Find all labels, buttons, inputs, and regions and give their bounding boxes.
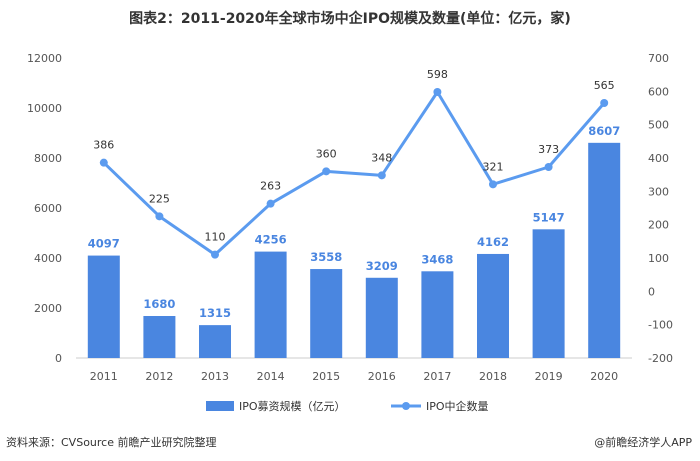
y-left-tick-label: 8000: [34, 152, 62, 165]
line-point: [322, 167, 331, 176]
line-value-label: 263: [260, 180, 281, 193]
line-series: [102, 90, 606, 257]
y-left-tick-label: 2000: [34, 302, 62, 315]
footer-source: 资料来源：CVSource 前瞻产业研究院整理: [6, 436, 217, 449]
bar: [254, 251, 287, 358]
bar-value-label: 3468: [421, 252, 453, 266]
line-point: [155, 212, 164, 221]
line-value-label: 110: [205, 231, 226, 244]
y-right-tick-label: 200: [648, 219, 669, 232]
bar-value-label: 3558: [310, 250, 342, 264]
line-point: [377, 171, 386, 180]
x-tick-label: 2013: [201, 370, 229, 383]
x-tick-label: 2017: [423, 370, 451, 383]
x-tick-label: 2012: [145, 370, 173, 383]
bar: [310, 269, 343, 358]
bar: [199, 325, 231, 358]
line-value-label: 565: [594, 79, 615, 92]
line-value-label: 373: [538, 143, 559, 156]
axes: 0 2000 4000 6000 8000 10000 12000 -200 -100 0 100 2…: [27, 52, 673, 383]
line-point: [266, 199, 275, 208]
line-point: [600, 99, 609, 107]
bar-value-label: 3209: [366, 259, 398, 273]
y-left-tick-label: 10000: [27, 102, 62, 115]
legend-bar-swatch: [206, 401, 234, 411]
x-tick-label: 2015: [312, 370, 340, 383]
y-right-tick-label: 0: [648, 285, 655, 298]
line-group: [99, 88, 609, 259]
x-tick-label: 2018: [479, 370, 507, 383]
x-tick-label: 2016: [368, 370, 396, 383]
bar: [421, 271, 454, 358]
bar: [365, 277, 398, 358]
line-value-label: 225: [149, 192, 170, 205]
line-value-label: 386: [93, 139, 114, 152]
line-value-label: 598: [427, 68, 448, 81]
bar: [477, 253, 509, 358]
y-right-tick-label: 700: [648, 52, 669, 65]
y-right-tick-label: 400: [648, 152, 669, 165]
bar: [143, 316, 176, 358]
y-right-tick-label: 100: [648, 252, 669, 265]
legend-line-marker: [402, 402, 410, 410]
bar-value-label: 8607: [588, 124, 620, 138]
line-point: [544, 163, 553, 171]
legend-bar-label: IPO募资规模（亿元）: [239, 399, 346, 413]
x-tick-label: 2011: [90, 370, 118, 383]
y-left-tick-label: 0: [55, 352, 62, 365]
line-value-label: 321: [483, 160, 504, 173]
bar-value-label: 1315: [199, 306, 231, 320]
bar: [87, 255, 120, 358]
legend: IPO募资规模（亿元） IPO中企数量: [206, 399, 489, 413]
bar-value-label: 4162: [477, 235, 509, 249]
line-point: [433, 88, 442, 96]
bar: [532, 229, 565, 358]
legend-line-label: IPO中企数量: [426, 399, 489, 413]
y-right-tick-label: 500: [648, 119, 669, 132]
bar-value-label: 4097: [88, 237, 120, 251]
x-tick-label: 2020: [590, 370, 618, 383]
chart-title: 图表2：2011-2020年全球市场中企IPO规模及数量(单位：亿元，家): [129, 11, 571, 27]
x-tick-label: 2014: [257, 370, 285, 383]
line-point: [211, 250, 219, 259]
line-value-label: 360: [316, 147, 337, 160]
line-point: [489, 180, 497, 189]
x-tick-label: 2019: [535, 370, 563, 383]
bars-group: [87, 142, 621, 358]
y-right-tick-label: 300: [648, 185, 669, 198]
y-left-tick-label: 6000: [34, 202, 62, 215]
footer-brand: @前瞻经济学人APP: [594, 436, 692, 449]
bar-value-label: 1680: [143, 297, 175, 311]
line-value-label: 348: [371, 151, 392, 164]
y-left-tick-label: 4000: [34, 252, 62, 265]
bar-value-label: 5147: [533, 210, 565, 224]
y-right-tick-label: -200: [648, 352, 673, 365]
bar-value-label: 4256: [255, 233, 287, 247]
y-right-tick-label: -100: [648, 319, 673, 332]
y-right-tick-label: 600: [648, 85, 669, 98]
line-point: [99, 158, 108, 167]
line-labels-group: 386 225 110 263 360 348 598 321 373 565: [93, 68, 614, 244]
y-left-tick-label: 12000: [27, 52, 62, 65]
bar-labels-group: 4097 1680 1315 4256 3558 3209 3468 4162 5147 8607: [88, 124, 620, 320]
bar: [588, 142, 621, 358]
